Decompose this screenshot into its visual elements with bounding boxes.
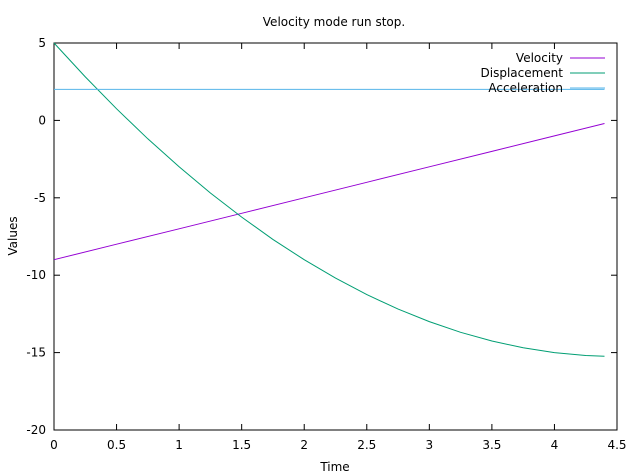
x-tick-label: 2 [300, 438, 308, 452]
x-tick-label: 0 [50, 438, 58, 452]
x-tick-label: 3.5 [482, 438, 501, 452]
y-tick-label: -5 [34, 191, 46, 205]
x-tick-label: 2.5 [357, 438, 376, 452]
series-lines [53, 42, 605, 357]
series-line-velocity [53, 123, 605, 261]
x-tick-label: 1.5 [232, 438, 251, 452]
legend-label-displacement: Displacement [481, 66, 564, 80]
y-tick-label: -10 [26, 268, 46, 282]
x-tick-label: 4 [551, 438, 559, 452]
legend-label-velocity: Velocity [516, 51, 563, 65]
x-tick-label: 3 [426, 438, 434, 452]
y-tick-label: 0 [38, 113, 46, 127]
series-line-displacement [53, 42, 605, 357]
x-axis-label: Time [319, 460, 349, 474]
legend-label-acceleration: Acceleration [488, 81, 563, 95]
y-tick-label: 5 [38, 36, 46, 50]
x-tick-label: 0.5 [107, 438, 126, 452]
x-axis: 0 0.5 1 1.5 2 2.5 3 3.5 4 4.5 [50, 43, 627, 452]
y-axis-label: Values [6, 216, 20, 255]
y-axis: -20 -15 -10 -5 0 5 [26, 36, 617, 437]
plot-frame [53, 42, 618, 431]
chart-title: Velocity mode run stop. [263, 15, 405, 29]
x-tick-label: 1 [175, 438, 183, 452]
y-tick-label: -15 [26, 346, 46, 360]
y-tick-label: -20 [26, 423, 46, 437]
x-tick-label: 4.5 [607, 438, 626, 452]
